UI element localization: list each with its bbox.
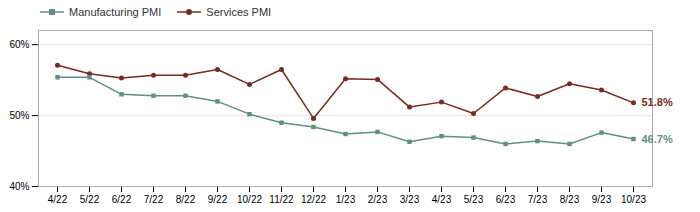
svg-text:5/23: 5/23 [464,194,484,205]
html-text:Manufacturing PMI: Manufacturing PMI [69,6,162,18]
svg-text:46.7%: 46.7% [642,133,673,145]
svg-text:8/22: 8/22 [176,194,196,205]
svg-text:1/23: 1/23 [336,194,356,205]
svg-text:11/22: 11/22 [269,194,294,205]
svg-text:9/22: 9/22 [208,194,228,205]
svg-text:2/23: 2/23 [368,194,388,205]
svg-text:8/23: 8/23 [560,194,580,205]
svg-text:6/22: 6/22 [112,194,132,205]
svg-text:9/23: 9/23 [592,194,612,205]
svg-text:12/22: 12/22 [301,194,326,205]
svg-text:10/23: 10/23 [621,194,646,205]
svg-text:50%: 50% [9,110,29,121]
svg-text:51.8%: 51.8% [642,96,673,108]
svg-text:7/23: 7/23 [528,194,548,205]
svg-text:4/22: 4/22 [48,194,68,205]
svg-text:7/22: 7/22 [144,194,164,205]
svg-text:40%: 40% [9,181,29,192]
html-text:Services PMI: Services PMI [206,6,272,18]
svg-text:4/23: 4/23 [432,194,452,205]
svg-text:3/23: 3/23 [400,194,420,205]
svg-text:10/22: 10/22 [237,194,262,205]
svg-text:60%: 60% [9,39,29,50]
svg-text:6/23: 6/23 [496,194,516,205]
svg-text:5/22: 5/22 [80,194,100,205]
